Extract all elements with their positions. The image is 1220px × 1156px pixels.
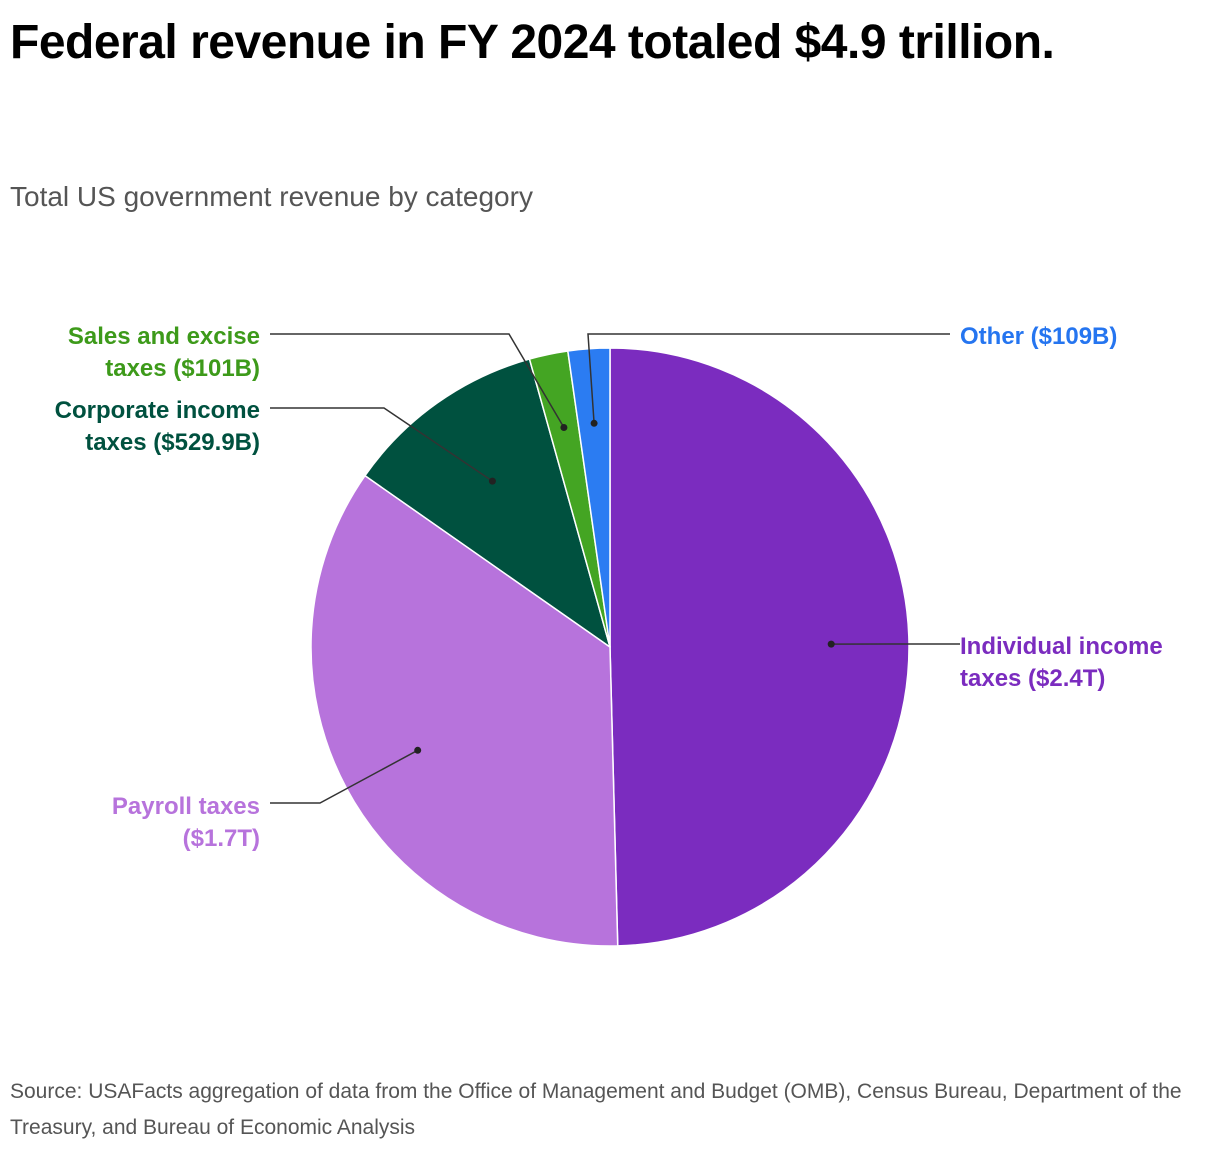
slice-label-line: taxes ($529.9B) [85,429,260,456]
leader-lines [270,333,961,804]
leader-dot-individual-income-taxes [827,640,835,648]
pie-slice-individual-income-taxes [609,347,910,947]
slice-label-individual-income-taxes: Individual income taxes ($2.4T) [960,633,1163,692]
source-note: Source: USAFacts aggregation of data fro… [10,1080,1182,1139]
slice-label-line: Individual income [960,633,1163,660]
leader-line-corporate-income-taxes [270,407,493,482]
slice-label-payroll-taxes: Payroll taxes ($1.7T) [112,793,260,852]
slice-label-corporate-income-taxes: Corporate income taxes ($529.9B) [55,397,260,456]
slice-label-line: ($1.7T) [183,825,260,852]
slice-label-line: taxes ($2.4T) [960,665,1105,692]
slice-labels: Individual income taxes ($2.4T) Payroll ta… [55,323,1163,852]
pie-slice-corporate-income-taxes [364,358,611,648]
slice-label-line: Other ($109B) [960,323,1117,350]
leader-line-payroll-taxes [270,749,419,804]
leader-line-other [587,333,950,424]
slice-label-line: Sales and excise [68,323,260,350]
leader-dot-corporate-income-taxes [488,477,496,485]
chart-title: Federal revenue in FY 2024 totaled $4.9 … [10,16,1055,69]
slice-label-line: Corporate income [55,397,260,424]
slice-label-other: Other ($109B) [960,323,1117,350]
leader-line-sales-and-excise-taxes [270,333,565,428]
slice-label-line: Payroll taxes [112,793,260,820]
slice-label-sales-and-excise-taxes: Sales and excise taxes ($101B) [68,323,260,382]
pie-slices [310,347,910,947]
leader-dot-sales-and-excise-taxes [560,424,568,431]
leader-dot-payroll-taxes [414,746,422,754]
chart-subtitle: Total US government revenue by category [10,181,533,212]
leader-dot-other [590,419,598,427]
slice-label-line: taxes ($101B) [105,355,260,382]
